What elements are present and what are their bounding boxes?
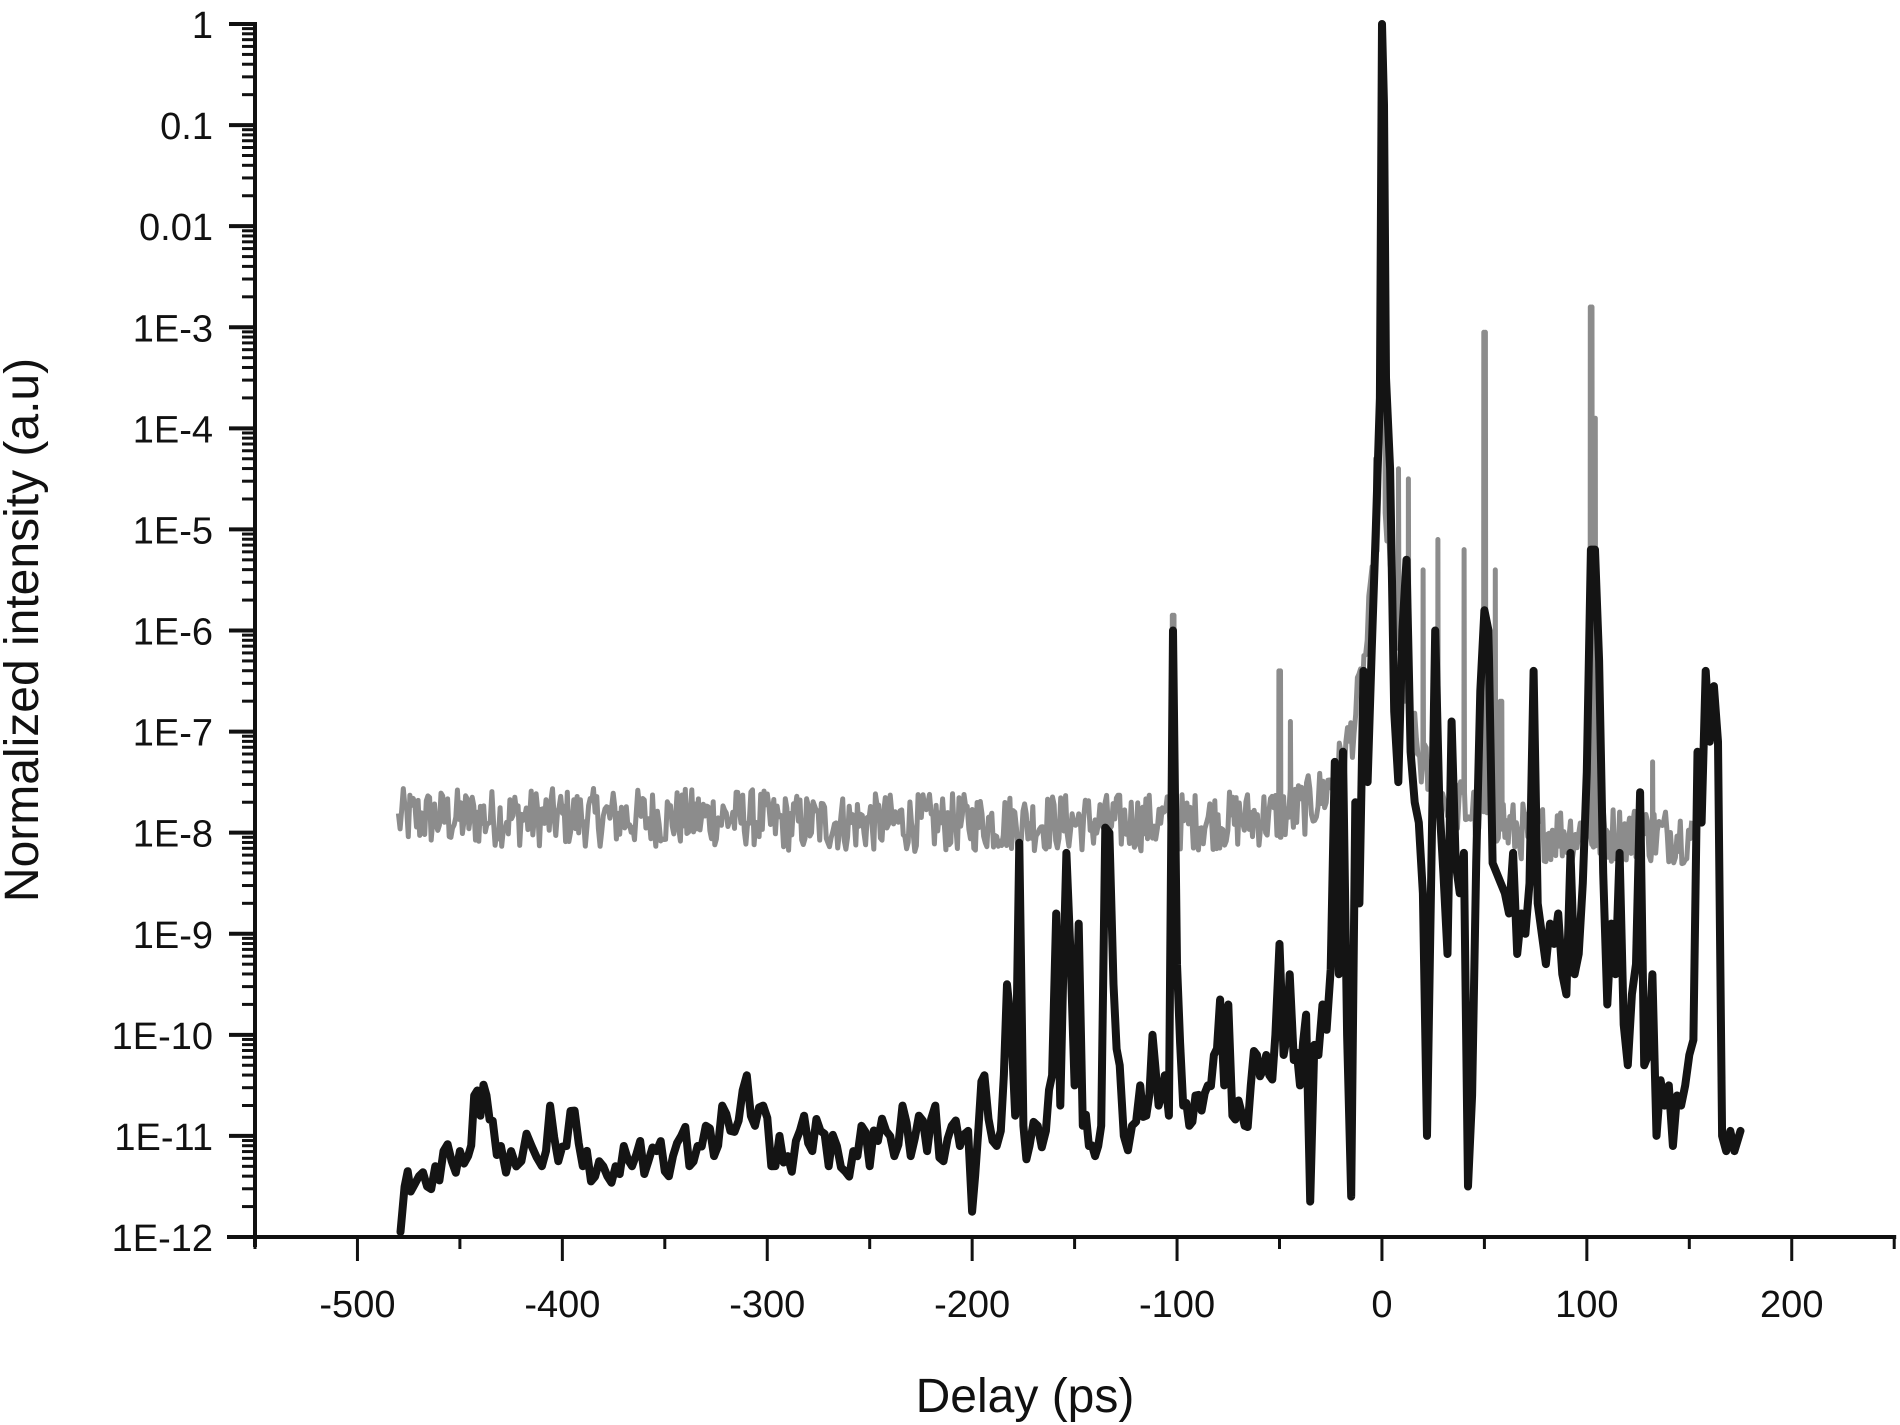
plot-area	[395, 20, 1745, 1236]
x-tick-label: -500	[319, 1284, 395, 1326]
x-tick-label: -400	[524, 1284, 600, 1326]
x-tick-label: 200	[1760, 1284, 1823, 1326]
series-gray-trace	[395, 122, 1695, 867]
y-tick-label: 1E-4	[133, 409, 213, 451]
y-tick-label: 1E-10	[112, 1016, 213, 1058]
y-tick-label: 1E-3	[133, 308, 213, 350]
x-tick-label: 0	[1371, 1284, 1392, 1326]
x-tick-label: 100	[1555, 1284, 1618, 1326]
y-tick-label: 1E-6	[133, 612, 213, 654]
x-axis: -500 -400 -300 -200 -100 0 100 200	[227, 1235, 1897, 1326]
y-tick-label: 1E-5	[133, 510, 213, 552]
x-tick-label: -200	[934, 1284, 1010, 1326]
x-axis-title: Delay (ps)	[916, 1370, 1135, 1423]
x-tick-label: -300	[729, 1284, 805, 1326]
y-axis-title: Normalized intensity (a.u)	[0, 358, 49, 902]
y-tick-label: 0.01	[139, 207, 213, 249]
y-tick-label: 1E-11	[114, 1117, 213, 1159]
y-tick-label: 1E-8	[133, 814, 213, 856]
y-tick-label: 1	[192, 5, 213, 47]
y-tick-label: 0.1	[160, 106, 213, 148]
y-tick-label: 1E-9	[133, 915, 213, 957]
y-axis: 1 0.1 0.01 1E-3 1E-4 1E-5 1E-6 1E-7 1E-8 1E-9 1E-1…	[112, 5, 257, 1260]
x-tick-label: -100	[1139, 1284, 1215, 1326]
y-tick-label: 1E-12	[112, 1218, 213, 1260]
series-black-trace	[396, 20, 1745, 1236]
y-tick-label: 1E-7	[133, 713, 213, 755]
